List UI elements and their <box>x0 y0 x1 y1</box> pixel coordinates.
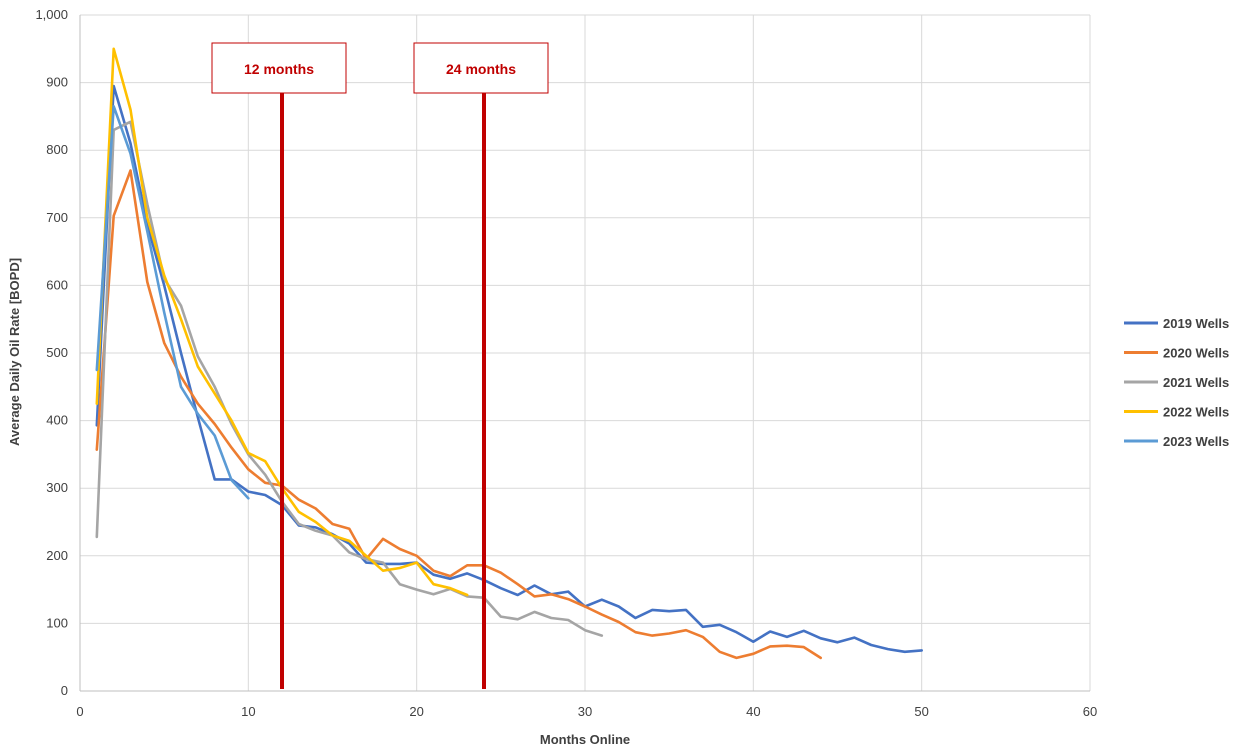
x-tick-label: 20 <box>409 704 423 719</box>
y-tick-label: 1,000 <box>35 7 68 22</box>
x-axis-title: Months Online <box>540 732 630 747</box>
y-tick-label: 200 <box>46 548 68 563</box>
y-tick-label: 600 <box>46 277 68 292</box>
series-line-2019-wells <box>95 84 924 654</box>
y-tick-label: 900 <box>46 75 68 90</box>
marker-label-box <box>211 42 347 94</box>
x-tick-label: 10 <box>241 704 255 719</box>
series-line-2021-wells <box>95 120 604 637</box>
series-line-2020-wells <box>95 169 823 660</box>
legend-label: 2020 Wells <box>1163 346 1229 361</box>
y-tick-label: 700 <box>46 210 68 225</box>
marker-label-box <box>413 42 549 94</box>
y-tick-label: 0 <box>61 683 68 698</box>
legend-label: 2019 Wells <box>1163 316 1229 331</box>
x-tick-label: 0 <box>76 704 83 719</box>
x-tick-label: 50 <box>914 704 928 719</box>
x-tick-label: 40 <box>746 704 760 719</box>
grid <box>79 14 1091 692</box>
y-tick-label: 300 <box>46 480 68 495</box>
y-tick-label: 400 <box>46 413 68 428</box>
legend: 2019 Wells 2020 Wells 2021 Wells 2022 Wells… <box>1124 316 1229 449</box>
y-axis-title: Average Daily Oil Rate [BOPD] <box>7 258 22 446</box>
axes: 0 100 200 300 400 500 600 700 800 900 1,000 0 10 20 30… <box>35 7 1097 719</box>
series-line-2023-wells <box>95 105 250 500</box>
x-tick-label: 60 <box>1083 704 1097 719</box>
y-tick-label: 800 <box>46 142 68 157</box>
x-tick-label: 30 <box>578 704 592 719</box>
marker-label: 12 months <box>244 61 314 77</box>
y-tick-label: 100 <box>46 615 68 630</box>
y-tick-label: 500 <box>46 345 68 360</box>
legend-label: 2023 Wells <box>1163 434 1229 449</box>
legend-label: 2022 Wells <box>1163 405 1229 420</box>
legend-label: 2021 Wells <box>1163 375 1229 390</box>
marker-label: 24 months <box>446 61 516 77</box>
annotation-layer: 12 months 24 months <box>211 42 549 689</box>
